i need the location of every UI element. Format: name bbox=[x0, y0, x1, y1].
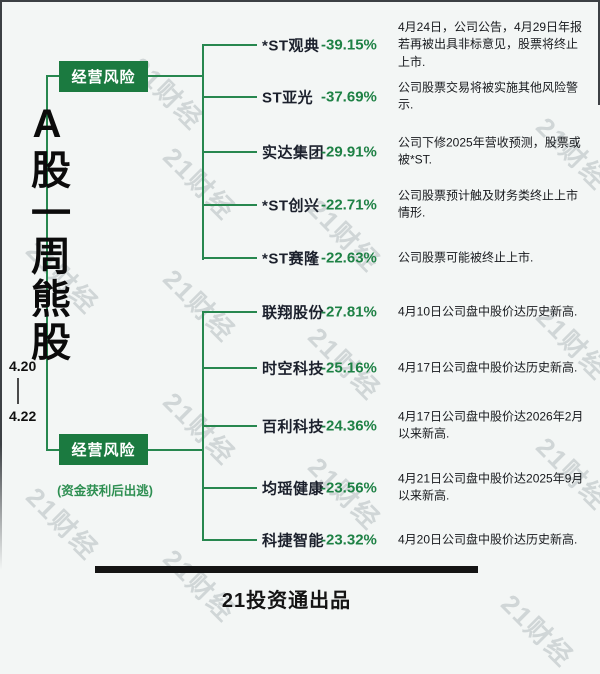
date-end: 4.22 bbox=[9, 408, 37, 424]
watermark-text: 21财经 bbox=[157, 386, 242, 471]
stock-description: 4月20日公司盘中股价达历史新高. bbox=[398, 532, 578, 547]
date-range: 4.20 4.22 bbox=[9, 358, 36, 424]
category-note: (资金获利后出逃) bbox=[57, 484, 153, 498]
stock-change: -27.81% bbox=[321, 303, 377, 321]
stock-name: ST亚光 bbox=[262, 89, 314, 107]
stock-change: -23.56% bbox=[321, 479, 377, 497]
footer-divider-bar bbox=[95, 566, 478, 573]
watermark-text: 21财经 bbox=[157, 263, 242, 348]
page-title: A股一周熊股 bbox=[25, 102, 69, 364]
stock-name: 均瑶健康 bbox=[262, 480, 325, 498]
connector-main-trunk bbox=[46, 75, 48, 451]
row-connector-line bbox=[202, 44, 257, 46]
stock-description: 公司下修2025年营收预测，股票或被*ST. bbox=[398, 135, 581, 167]
stock-change: -24.36% bbox=[321, 417, 377, 435]
row-connector-line bbox=[202, 311, 257, 313]
stock-change: -23.32% bbox=[321, 531, 377, 549]
frame-top-line bbox=[0, 0, 600, 2]
row-connector-line bbox=[202, 151, 257, 153]
stock-name: 百利科技 bbox=[262, 418, 325, 436]
stock-name: *ST赛隆 bbox=[262, 250, 320, 268]
stock-change: -29.91% bbox=[321, 143, 377, 161]
publisher-label: 21投资通出品 bbox=[221, 590, 352, 612]
stock-name: 时空科技 bbox=[262, 360, 325, 378]
date-start: 4.20 bbox=[9, 358, 37, 374]
stock-description: 公司股票预计触及财务类终止上市情形. bbox=[398, 188, 579, 220]
stock-description: 4月24日，公司公告，4月29日年报若再被出具非标意见，股票将终止上市. bbox=[398, 19, 583, 69]
row-connector-line bbox=[202, 257, 257, 259]
stock-description: 4月17日公司盘中股价达历史新高. bbox=[398, 360, 578, 375]
category-box-1: 经营风险 bbox=[59, 61, 148, 92]
stock-description: 公司股票可能被终止上市. bbox=[398, 250, 534, 265]
row-connector-line bbox=[202, 539, 257, 541]
date-range-line bbox=[17, 378, 19, 404]
stock-change: -25.16% bbox=[321, 359, 377, 377]
stock-change: -22.63% bbox=[321, 249, 377, 267]
stock-name: 科捷智能 bbox=[262, 532, 325, 550]
stock-name: *ST观典 bbox=[262, 37, 320, 55]
stock-change: -37.69% bbox=[321, 88, 377, 106]
stock-description: 4月10日公司盘中股价达历史新高. bbox=[398, 304, 578, 319]
stock-name: 联翔股份 bbox=[262, 304, 325, 322]
stock-description: 4月21日公司盘中股价达2025年9月以来新高. bbox=[398, 471, 584, 503]
row-connector-line bbox=[202, 204, 257, 206]
stock-description: 4月17日公司盘中股价达2026年2月以来新高. bbox=[398, 409, 584, 441]
stock-name: *ST创兴 bbox=[262, 197, 320, 215]
frame-left-line bbox=[0, 0, 2, 570]
watermark-text: 21财经 bbox=[495, 588, 580, 673]
frame-right-line bbox=[598, 0, 600, 105]
row-connector-line bbox=[202, 487, 257, 489]
row-connector-line bbox=[202, 367, 257, 369]
row-connector-line bbox=[202, 425, 257, 427]
stock-description: 公司股票交易将被实施其他风险警示. bbox=[398, 80, 579, 112]
row-connector-line bbox=[202, 96, 257, 98]
stock-name: 实达集团 bbox=[262, 144, 325, 162]
category-box-2: 经营风险 bbox=[59, 434, 148, 465]
stock-change: -39.15% bbox=[321, 36, 377, 54]
stock-change: -22.71% bbox=[321, 196, 377, 214]
